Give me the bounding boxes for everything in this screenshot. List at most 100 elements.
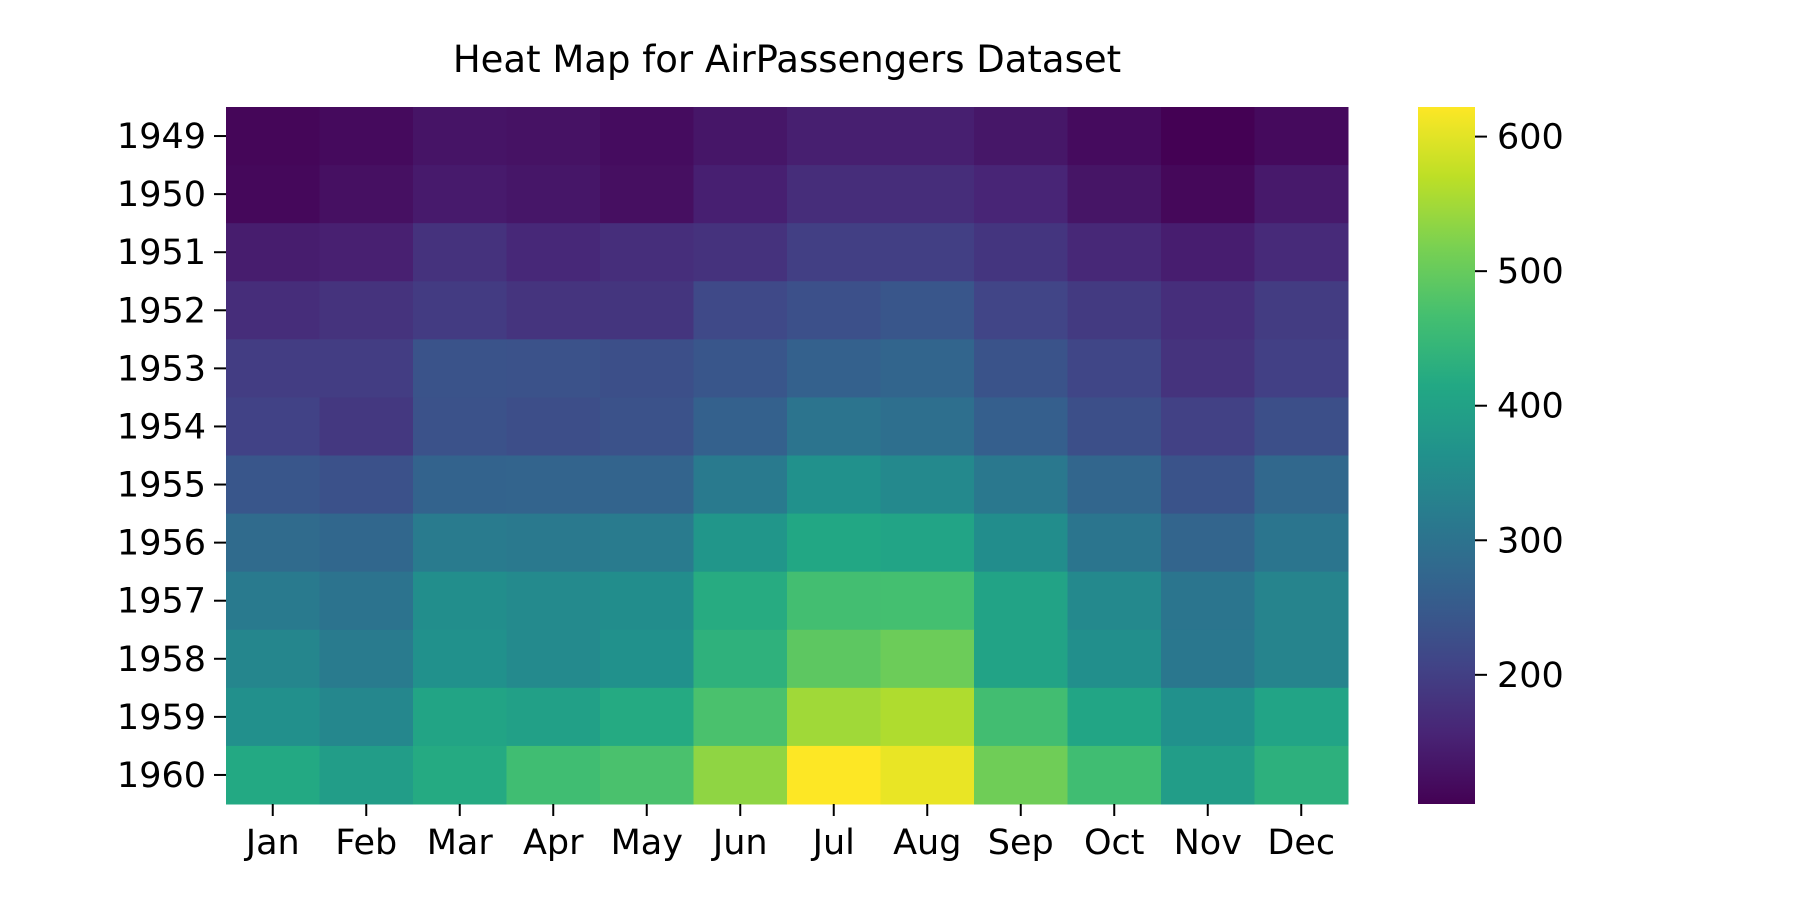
heatmap-cell [974,107,1068,166]
heatmap-cell [506,223,601,282]
heatmap-cell [880,687,975,747]
heatmap-cell [880,745,975,805]
heatmap-cell [974,455,1068,515]
heatmap-cell [974,513,1068,573]
heatmap-cell [693,513,788,573]
heatmap-cell [600,339,694,398]
heatmap-cell [226,687,320,747]
heatmap-cell [413,339,507,398]
heatmap-cell [787,513,881,573]
x-tick-label: Nov [1174,823,1242,863]
heatmap-cell [600,571,694,631]
heatmap-cell [1254,455,1349,515]
heatmap-cell [787,745,881,805]
heatmap-cell [1254,107,1349,166]
heatmap-cell [1161,107,1255,166]
heatmap-cell [1161,629,1255,689]
heatmap-cell [413,397,507,456]
heatmap-cell [1067,281,1162,340]
heatmap-cell [693,281,788,340]
heatmap-cell [693,223,788,282]
heatmap-cell [413,513,507,573]
heatmap-cell [974,571,1068,631]
heatmap-cell [1067,455,1162,515]
heatmap-cell [1254,629,1349,689]
heatmap-cell [506,339,601,398]
y-tick-label: 1957 [117,582,206,622]
x-tick-label: Jul [811,823,855,863]
heatmap-cell [226,107,320,166]
y-axis: 1949 1950 1951 1952 1953 1954 1955 1956 1957 1958… [117,117,226,796]
heatmap-cell [787,687,881,747]
heatmap-cell [413,223,507,282]
heatmap-cell [1254,571,1349,631]
heatmap-cell [506,107,601,166]
heatmap-cell [1161,397,1255,456]
y-tick-label: 1958 [117,640,206,680]
heatmap-cell [506,571,601,631]
heatmap-cell [413,455,507,515]
heatmap-cell [1161,223,1255,282]
heatmap-cell [319,455,414,515]
heatmap-cell [787,281,881,340]
heatmap-cell [1161,281,1255,340]
heatmap-cell [880,455,975,515]
heatmap-cell [880,513,975,573]
heatmap-cell [413,281,507,340]
heatmap-cell [600,629,694,689]
colorbar-ticks: 200 300 400 500 600 [1475,118,1564,696]
heatmap-cell [600,687,694,747]
heatmap-cell [1254,339,1349,398]
heatmap-cells [226,107,1349,805]
heatmap-cell [1161,687,1255,747]
y-tick-label: 1952 [117,291,206,331]
heatmap-cell [413,107,507,166]
heatmap-cell [506,455,601,515]
heatmap-cell [1067,107,1162,166]
heatmap-cell [506,165,601,224]
heatmap-cell [1161,165,1255,224]
heatmap-cell [1067,745,1162,805]
heatmap-cell [880,571,975,631]
heatmap-cell [1254,513,1349,573]
heatmap-cell [787,165,881,224]
heatmap-cell [319,165,414,224]
heatmap-cell [1161,455,1255,515]
colorbar-tick-label: 400 [1497,387,1564,427]
y-tick-label: 1949 [117,117,206,157]
heatmap-cell [319,629,414,689]
heatmap-cell [1067,629,1162,689]
x-tick-label: Apr [523,823,584,863]
colorbar [1418,107,1475,804]
heatmap-cell [226,165,320,224]
heatmap-cell [600,455,694,515]
heatmap-cell [600,397,694,456]
heatmap-cell [1067,339,1162,398]
heatmap-cell [600,223,694,282]
heatmap-cell [974,687,1068,747]
heatmap-cell [319,397,414,456]
y-tick-label: 1954 [117,407,206,447]
heatmap-cell [226,629,320,689]
heatmap-cell [974,281,1068,340]
heatmap-cell [226,397,320,456]
heatmap-cell [693,745,788,805]
heatmap-cell [974,397,1068,456]
heatmap-cell [506,513,601,573]
heatmap-cell [600,107,694,166]
heatmap-cell [226,513,320,573]
heatmap-cell [1067,513,1162,573]
heatmap-cell [974,165,1068,224]
heatmap-cell [226,339,320,398]
heatmap-cell [413,629,507,689]
heatmap-cell [506,745,601,805]
y-tick-label: 1959 [117,698,206,738]
heatmap-cell [506,687,601,747]
heatmap-cell [693,571,788,631]
heatmap-cell [226,745,320,805]
heatmap-cell [413,745,507,805]
heatmap-cell [1161,339,1255,398]
heatmap-cell [319,513,414,573]
heatmap-cell [974,223,1068,282]
heatmap-cell [226,223,320,282]
